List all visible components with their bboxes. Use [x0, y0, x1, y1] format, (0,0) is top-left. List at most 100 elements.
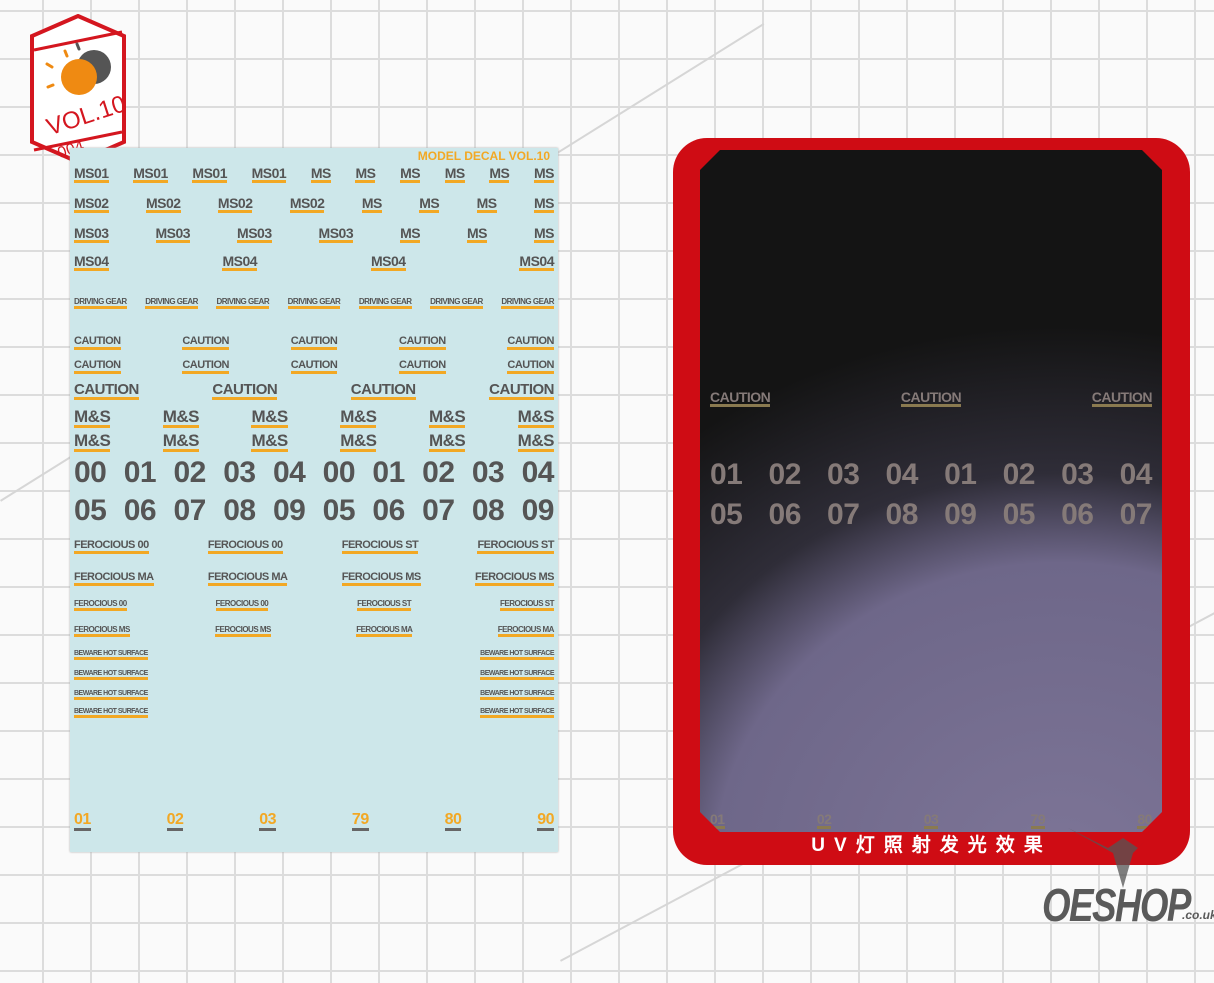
shop-watermark: OESHOP .co.uk — [1042, 878, 1214, 938]
decal-item: MS — [444, 165, 465, 183]
decal-item: FEROCIOUS ST — [357, 600, 412, 611]
decal-item: FEROCIOUS MA — [74, 572, 154, 586]
uv-glow-preview: CAUTION CAUTION CAUTION 01 02 03 04 01 02 03 04 05 0… — [700, 150, 1162, 832]
decal-item: BEWARE HOT SURFACE — [480, 670, 554, 680]
decal-item: 79 — [351, 812, 369, 831]
decal-item: CAUTION — [1091, 389, 1153, 407]
decal-item: BEWARE HOT SURFACE — [480, 650, 554, 660]
decal-item: M&S — [162, 431, 200, 452]
shop-brand: OESHOP — [1042, 879, 1191, 931]
decal-row: 05 06 07 08 09 05 06 07 08 09 — [74, 496, 554, 526]
decal-item: 06 — [768, 498, 802, 531]
decal-item: DRIVING GEAR — [430, 298, 483, 309]
decal-row: MS01 MS01 MS01 MS01 MS MS MS MS MS MS — [74, 166, 554, 183]
decal-item: 80 — [1137, 811, 1152, 829]
decal-item: BEWARE HOT SURFACE — [74, 708, 148, 718]
decal-item: M&S — [517, 407, 554, 428]
decal-row: BEWARE HOT SURFACE BEWARE HOT SURFACE — [74, 708, 554, 718]
decal-item: CAUTION — [74, 336, 121, 350]
decal-item: 04 — [885, 458, 919, 491]
decal-item: MS04 — [222, 253, 258, 271]
volume-badge: VOL.10 004 — [30, 13, 129, 165]
decal-item: FEROCIOUS 00 — [215, 600, 269, 611]
decal-item: MS — [476, 195, 497, 213]
decal-item: BEWARE HOT SURFACE — [480, 690, 554, 700]
decal-item: 06 — [123, 494, 157, 527]
decal-row: 01 02 03 04 01 02 03 04 — [710, 460, 1152, 490]
decal-item: 02 — [173, 456, 206, 489]
decal-item: CAUTION — [74, 360, 121, 374]
decal-item: MS01 — [74, 165, 109, 183]
decal-item: 01 — [944, 458, 977, 491]
decal-item: 04 — [521, 456, 555, 489]
decal-item: CAUTION — [290, 360, 338, 374]
decal-item: 02 — [422, 456, 455, 489]
decal-item: 03 — [471, 456, 505, 489]
decal-item: CAUTION — [290, 336, 338, 350]
decal-item: 08 — [223, 494, 256, 527]
decal-item: BEWARE HOT SURFACE — [74, 670, 148, 680]
decal-item: FEROCIOUS 00 — [74, 540, 149, 554]
decal-item: 03 — [259, 812, 277, 831]
decal-item: MS — [467, 225, 488, 243]
decal-item: FEROCIOUS MS — [215, 626, 271, 637]
decal-item: DRIVING GEAR — [287, 298, 341, 309]
decal-row: CAUTION CAUTION CAUTION — [710, 389, 1153, 407]
decal-item: CAUTION — [182, 360, 229, 374]
decal-item: 08 — [885, 498, 919, 531]
uv-effect-label: UV灯照射发光效果 — [811, 835, 1052, 856]
sun-icon — [61, 59, 97, 95]
decal-item: 03 — [223, 456, 256, 489]
decal-item: 02 — [816, 811, 832, 829]
decal-item: FEROCIOUS 00 — [207, 540, 283, 554]
decal-item: 04 — [1119, 458, 1153, 491]
decal-item: 08 — [471, 494, 505, 527]
uv-preview-frame: CAUTION CAUTION CAUTION 01 02 03 04 01 02 03 04 05 0… — [673, 138, 1190, 865]
decal-item: 00 — [322, 456, 356, 489]
decal-item: BEWARE HOT SURFACE — [74, 690, 148, 700]
decal-item: FEROCIOUS MS — [74, 626, 130, 637]
decal-item: BEWARE HOT SURFACE — [74, 650, 148, 660]
decal-item: CAUTION — [399, 360, 446, 374]
decal-item: MS — [419, 195, 440, 213]
decal-row: FEROCIOUS MA FEROCIOUS MA FEROCIOUS MS FERO… — [74, 572, 554, 586]
decal-item: MS03 — [155, 225, 191, 243]
decal-item: M&S — [251, 407, 288, 428]
decal-item: BEWARE HOT SURFACE — [480, 708, 554, 718]
decal-row: BEWARE HOT SURFACE BEWARE HOT SURFACE — [74, 670, 554, 680]
decal-item: MS04 — [519, 253, 554, 271]
decal-item: 05 — [710, 498, 743, 531]
decal-item: MS04 — [74, 253, 109, 271]
decal-item: CAUTION — [900, 389, 962, 407]
decal-item: MS — [533, 195, 554, 213]
decal-item: 03 — [1061, 458, 1094, 491]
decal-row: DRIVING GEAR DRIVING GEAR DRIVING GEAR DRIV… — [74, 298, 554, 309]
decal-item: M&S — [517, 431, 554, 452]
decal-item: CAUTION — [489, 381, 554, 400]
decal-sheet-title: MODEL DECAL VOL.10 — [417, 149, 550, 163]
decal-sheet: MODEL DECAL VOL.10 MS01 MS01 MS01 MS01 MS MS M… — [70, 148, 558, 852]
decal-item: 01 — [74, 812, 91, 831]
decal-item: 05 — [74, 494, 107, 527]
decal-item: CAUTION — [710, 389, 771, 407]
decal-item: CAUTION — [507, 336, 554, 350]
decal-item: DRIVING GEAR — [145, 298, 198, 309]
decal-row: 01 02 03 79 80 90 — [74, 812, 554, 831]
decal-row: M&S M&S M&S M&S M&S M&S — [74, 408, 554, 428]
decal-item: 03 — [827, 458, 860, 491]
decal-row: CAUTION CAUTION CAUTION CAUTION CAUTION — [74, 360, 554, 374]
decal-item: 05 — [322, 494, 356, 527]
decal-item: MS02 — [289, 195, 325, 213]
decal-item: DRIVING GEAR — [74, 298, 127, 309]
decal-item: MS — [533, 165, 554, 183]
decal-item: MS04 — [370, 253, 406, 271]
decal-item: 02 — [166, 812, 184, 831]
decal-item: MS01 — [133, 165, 168, 183]
decal-item: FEROCIOUS MA — [207, 572, 288, 586]
decal-item: CAUTION — [74, 381, 139, 400]
decal-row: FEROCIOUS 00 FEROCIOUS 00 FEROCIOUS ST FERO… — [74, 540, 554, 554]
decal-row: BEWARE HOT SURFACE BEWARE HOT SURFACE — [74, 690, 554, 700]
decal-item: 01 — [710, 458, 743, 491]
decal-item: FEROCIOUS 00 — [74, 600, 127, 611]
decal-item: CAUTION — [399, 336, 446, 350]
